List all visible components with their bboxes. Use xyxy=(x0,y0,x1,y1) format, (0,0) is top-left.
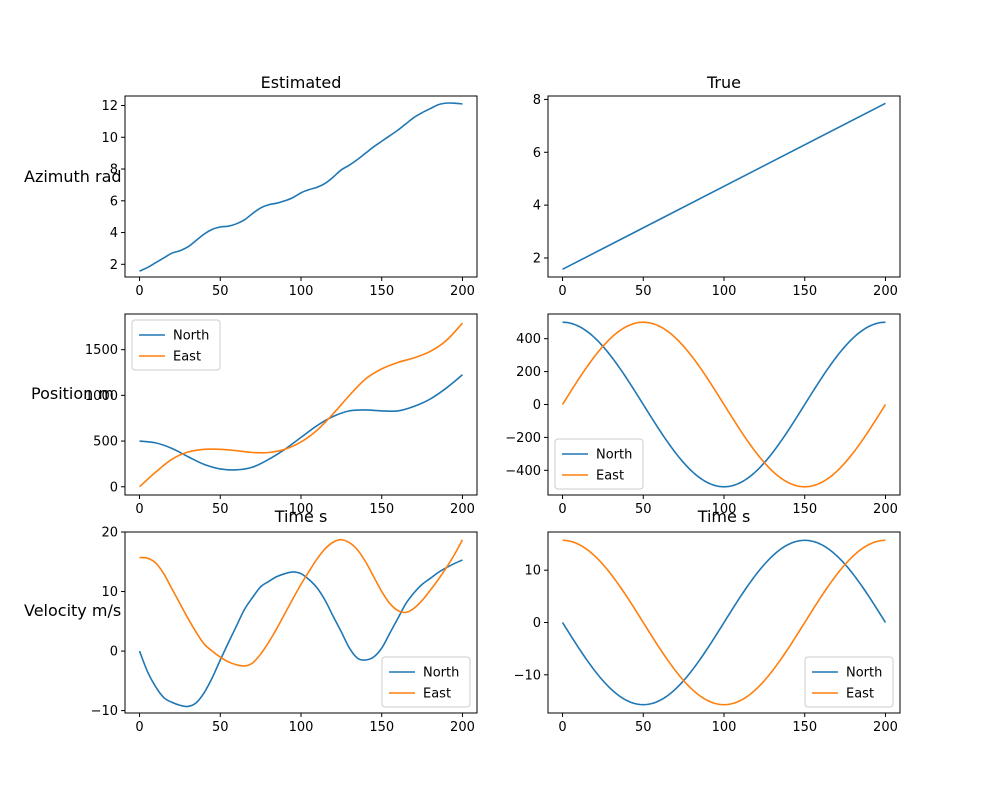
x-tick-label: 100 xyxy=(712,720,737,735)
x-tick-label: 50 xyxy=(212,502,229,517)
x-tick-label: 50 xyxy=(212,720,229,735)
legend-box xyxy=(804,656,894,708)
legend-box xyxy=(131,319,221,371)
series-line-value xyxy=(562,102,886,271)
legend-box xyxy=(381,656,471,708)
y-tick-label: 0 xyxy=(533,398,541,413)
subplot-est-velocity: 0 50 100 150 200 −10 0 10 20 North East xyxy=(91,526,478,735)
row-label-position: Position m xyxy=(31,384,114,403)
y-tick-label: 1000 xyxy=(85,389,118,404)
x-tick-label: 0 xyxy=(135,720,143,735)
y-tick-label: 2 xyxy=(533,251,541,266)
x-tick-label: 150 xyxy=(792,502,817,517)
x-tick-label: 150 xyxy=(369,502,394,517)
x-tick-label: 100 xyxy=(289,284,314,299)
y-tick-label: 6 xyxy=(110,194,118,209)
y-tick-label: 0 xyxy=(110,645,118,660)
x-tick-label: 100 xyxy=(712,502,737,517)
y-tick-label: 8 xyxy=(533,93,541,108)
legend-label: North xyxy=(846,666,882,681)
y-tick-label: 20 xyxy=(101,526,118,541)
series-line-value xyxy=(139,102,463,272)
x-tick-label: 0 xyxy=(558,720,566,735)
legend-label: East xyxy=(173,350,201,365)
subplot-true-azimuth: 0 50 100 150 200 2 4 6 8 True xyxy=(533,73,901,299)
series-line-east xyxy=(138,322,464,488)
legend-label: East xyxy=(596,469,624,484)
y-tick-label: 10 xyxy=(101,131,118,146)
legend-box xyxy=(554,438,644,490)
series-line-east xyxy=(139,538,464,667)
legend-label: North xyxy=(596,448,632,463)
x-tick-label: 50 xyxy=(635,502,652,517)
legend-label: North xyxy=(173,329,209,344)
chart-title: Estimated xyxy=(261,73,342,92)
x-tick-label: 200 xyxy=(873,284,898,299)
series-line-north xyxy=(139,374,463,471)
y-tick-label: −10 xyxy=(514,668,541,683)
y-tick-label: 2 xyxy=(110,258,118,273)
series-line-north xyxy=(562,321,886,488)
y-tick-label: 8 xyxy=(110,163,118,178)
y-tick-label: 500 xyxy=(93,435,118,450)
row-label-azimuth: Azimuth rad xyxy=(24,167,122,186)
x-tick-label: 0 xyxy=(135,284,143,299)
x-tick-label: 200 xyxy=(450,502,475,517)
x-tick-label: 50 xyxy=(212,284,229,299)
subplot-est-position: 0 50 100 150 200 0 500 1000 1500 Time s North East xyxy=(85,313,478,526)
x-tick-label: 100 xyxy=(712,284,737,299)
x-tick-label: 150 xyxy=(792,284,817,299)
chart-title: True xyxy=(706,73,741,92)
y-tick-label: 0 xyxy=(110,480,118,495)
y-tick-label: 6 xyxy=(533,146,541,161)
x-axis-label: Time s xyxy=(697,507,751,526)
series-line-east xyxy=(561,321,887,488)
y-tick-label: −200 xyxy=(505,431,541,446)
subplot-true-position: 0 50 100 150 200 −400 −200 0 200 400 Time s North Ea… xyxy=(505,313,901,526)
x-tick-label: 150 xyxy=(792,720,817,735)
x-tick-label: 200 xyxy=(450,720,475,735)
series-line-east xyxy=(562,539,886,706)
y-tick-label: 0 xyxy=(533,616,541,631)
y-tick-label: 4 xyxy=(110,226,118,241)
legend-label: North xyxy=(423,666,459,681)
legend-label: East xyxy=(423,687,451,702)
y-tick-label: 400 xyxy=(516,332,541,347)
x-tick-label: 150 xyxy=(369,720,394,735)
legend: North East xyxy=(804,656,894,708)
series-line-north xyxy=(138,559,463,708)
y-tick-label: 4 xyxy=(533,199,541,214)
row-label-velocity: Velocity m/s xyxy=(24,601,121,620)
legend: North East xyxy=(381,656,471,708)
y-tick-label: −400 xyxy=(505,464,541,479)
x-tick-label: 0 xyxy=(558,284,566,299)
legend: North East xyxy=(131,319,221,371)
subplot-true-velocity: 0 50 100 150 200 −10 0 10 North East xyxy=(514,531,901,735)
x-tick-label: 50 xyxy=(635,284,652,299)
y-tick-label: 200 xyxy=(516,365,541,380)
x-axis-label: Time s xyxy=(274,507,328,526)
x-tick-label: 100 xyxy=(289,502,314,517)
x-tick-label: 0 xyxy=(558,502,566,517)
y-tick-label: 12 xyxy=(101,99,118,114)
x-tick-label: 100 xyxy=(289,720,314,735)
x-tick-label: 0 xyxy=(135,502,143,517)
row-labels-group: Azimuth rad Position m Velocity m/s xyxy=(24,167,122,620)
legend: North East xyxy=(554,438,644,490)
x-tick-label: 150 xyxy=(369,284,394,299)
x-tick-label: 200 xyxy=(450,284,475,299)
y-tick-label: 1500 xyxy=(85,343,118,358)
y-tick-label: −10 xyxy=(91,704,118,719)
subplot-est-azimuth: 0 50 100 150 200 2 4 6 8 10 12 Estimated xyxy=(101,73,478,299)
x-tick-label: 200 xyxy=(873,720,898,735)
y-tick-label: 10 xyxy=(101,585,118,600)
x-tick-label: 200 xyxy=(873,502,898,517)
x-tick-label: 50 xyxy=(635,720,652,735)
legend-label: East xyxy=(846,687,874,702)
series-line-north xyxy=(561,539,887,706)
y-tick-label: 10 xyxy=(524,564,541,579)
